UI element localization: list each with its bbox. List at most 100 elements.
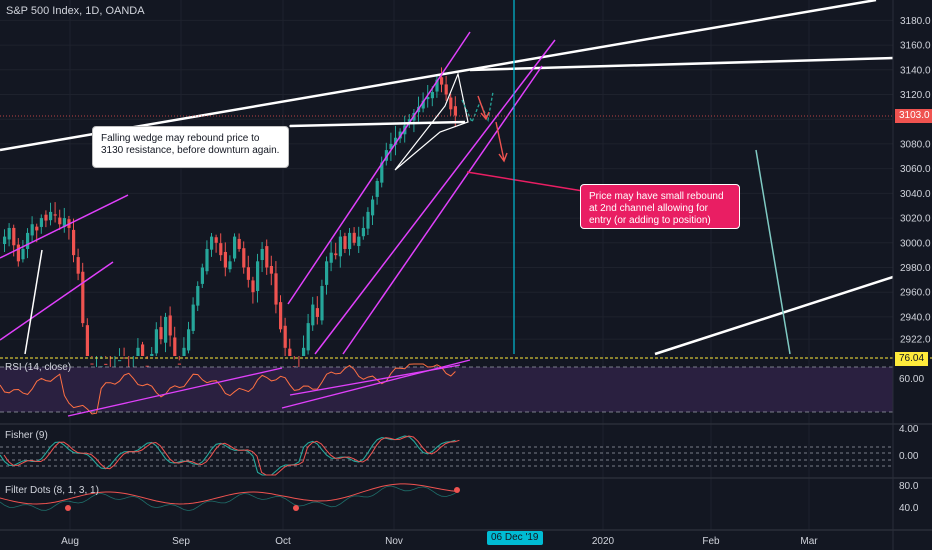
- candle-body: [329, 252, 333, 263]
- candle-body: [380, 162, 384, 183]
- candle-body: [269, 265, 273, 274]
- time-tick-label: Sep: [172, 536, 190, 547]
- price-tick-label: 3180.0: [900, 16, 931, 27]
- candle-body: [361, 227, 365, 237]
- price-tick-label: 3020.0: [900, 214, 931, 225]
- candle-body: [371, 199, 375, 216]
- candle-body: [449, 97, 453, 110]
- candle-body: [122, 357, 126, 359]
- candle-body: [430, 92, 434, 99]
- fisher-panel-title: Fisher (9): [5, 430, 48, 441]
- candle-body: [177, 363, 181, 365]
- candle-body: [44, 214, 48, 221]
- candle-body: [62, 218, 66, 227]
- drawing-tools: [0, 0, 894, 356]
- left-channel-lower: [0, 261, 114, 341]
- candle-body: [389, 143, 393, 150]
- candle-body: [279, 302, 283, 330]
- callout-pointer-white: [288, 121, 456, 127]
- candle-body: [366, 211, 370, 229]
- candle-body: [58, 217, 62, 225]
- candle-body: [274, 273, 278, 305]
- candle-body: [338, 236, 342, 257]
- candle-body: [145, 365, 149, 367]
- candle-body: [12, 227, 16, 246]
- price-tick-label: 3120.0: [900, 90, 931, 101]
- candle-body: [334, 253, 338, 256]
- candle-body: [233, 236, 237, 259]
- candle-body: [39, 218, 43, 227]
- candle-body: [320, 286, 324, 321]
- candle-body: [85, 325, 89, 356]
- candle-body: [426, 96, 430, 100]
- candle-body: [7, 227, 11, 240]
- candle-body: [375, 181, 379, 197]
- candle-body: [90, 363, 94, 365]
- date-cursor-label: 06 Dec '19: [487, 531, 543, 545]
- candle-body: [168, 315, 172, 336]
- candle-body: [141, 344, 145, 356]
- filter-dot-2: [293, 505, 299, 511]
- candle-body: [407, 119, 411, 122]
- channel-line-1: [287, 31, 471, 305]
- candle-body: [210, 236, 214, 250]
- fisher-panel: [0, 435, 893, 476]
- candle-body: [159, 327, 163, 340]
- grid-lines: [0, 0, 893, 530]
- candle-body: [200, 267, 204, 284]
- candle-body: [237, 238, 241, 249]
- candle-body: [81, 271, 85, 324]
- candle-body: [205, 248, 209, 272]
- rsi-panel: [0, 359, 893, 417]
- rsi-value-tag: 76.04: [895, 352, 929, 366]
- candle-body: [35, 226, 39, 231]
- time-axis[interactable]: Aug Sep Oct Nov 2020 Feb Mar: [61, 536, 818, 547]
- price-tick-label: 2980.0: [900, 263, 931, 274]
- candle-body: [242, 248, 246, 268]
- candle-body: [343, 236, 347, 249]
- filter-tick-40: 40.0: [899, 503, 919, 514]
- filter-dot-3: [454, 487, 460, 493]
- price-tick-label: 3080.0: [900, 139, 931, 150]
- candle-body: [283, 325, 287, 348]
- wedge-callout[interactable]: Falling wedge may rebound price to 3130 …: [92, 126, 289, 168]
- candle-body: [164, 316, 168, 343]
- fisher-tick-0: 0.00: [899, 451, 919, 462]
- candle-body: [246, 267, 250, 280]
- candle-body: [49, 211, 53, 221]
- candle-body: [256, 261, 260, 292]
- price-tick-label: 2922.0: [900, 335, 931, 346]
- channel-callout[interactable]: Price may have small rebound at 2nd chan…: [580, 184, 740, 229]
- rsi-panel-title: RSI (14, close): [5, 362, 72, 373]
- price-tick-label: 3000.0: [900, 238, 931, 249]
- rsi-tick-60: 60.00: [899, 374, 925, 385]
- candle-body: [315, 308, 319, 317]
- candle-body: [325, 261, 329, 285]
- price-axis[interactable]: 2922.0 2940.0 2960.0 2980.0 3000.0 3020.0 3040…: [900, 16, 931, 346]
- candlestick-series: [3, 67, 457, 394]
- teal-trend-line: [755, 149, 791, 355]
- callout-pointer-red: [466, 171, 584, 192]
- filter-panel-title: Filter Dots (8, 1, 3, 1): [5, 485, 99, 496]
- candle-body: [118, 360, 122, 362]
- time-tick-label: Oct: [275, 536, 291, 547]
- candle-body: [302, 347, 306, 356]
- candle-body: [182, 347, 186, 356]
- upper-resistance-line: [0, 0, 877, 152]
- candle-body: [288, 348, 292, 356]
- filter-dots-panel: [0, 483, 460, 512]
- candle-body: [444, 84, 448, 95]
- time-tick-label: Aug: [61, 536, 79, 547]
- rsi-trend-2: [281, 359, 471, 409]
- price-tick-label: 2940.0: [900, 312, 931, 323]
- price-tick-label: 3140.0: [900, 65, 931, 76]
- candle-body: [150, 354, 154, 356]
- time-tick-label: Feb: [702, 536, 720, 547]
- down-arrow-2: [495, 121, 508, 163]
- rsi-line: [0, 363, 456, 415]
- falling-wedge: [394, 71, 469, 171]
- candle-body: [223, 251, 227, 268]
- candle-body: [104, 363, 108, 365]
